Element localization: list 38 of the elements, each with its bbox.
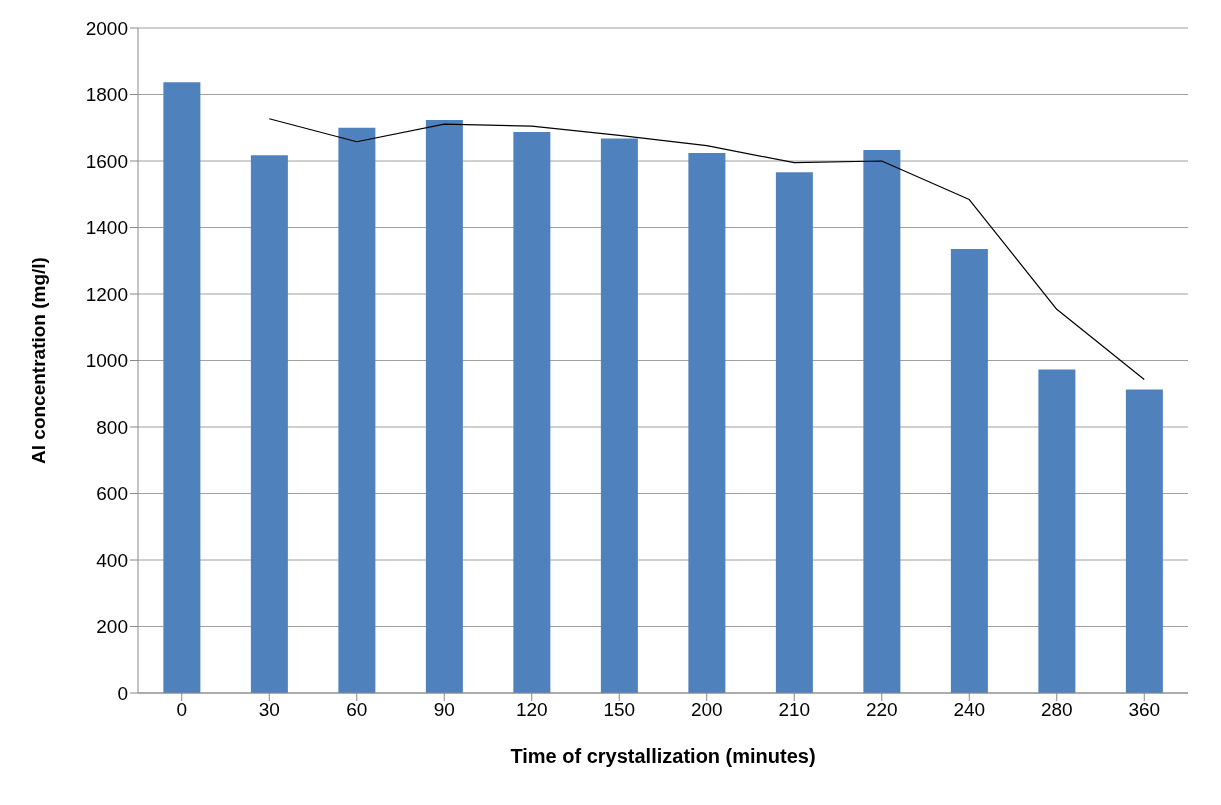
x-tick-label: 200 xyxy=(690,699,723,721)
bar xyxy=(775,172,813,693)
x-tick-label: 220 xyxy=(865,699,898,721)
bar xyxy=(950,249,988,693)
bar xyxy=(338,127,376,693)
x-tick-label: 60 xyxy=(346,699,368,721)
bar xyxy=(688,153,726,693)
x-tick-label: 0 xyxy=(176,699,188,721)
y-tick-label: 1400 xyxy=(85,217,128,239)
y-tick-label: 800 xyxy=(96,416,128,438)
x-tick-label: 120 xyxy=(515,699,548,721)
x-axis-title: Time of crystallization (minutes) xyxy=(510,745,816,767)
y-tick-label: 600 xyxy=(96,483,128,505)
bar xyxy=(425,120,463,693)
x-tick-label: 150 xyxy=(603,699,636,721)
y-tick-label: 1200 xyxy=(85,283,128,305)
bar xyxy=(600,138,638,693)
x-tick-label: 360 xyxy=(1128,699,1161,721)
x-tick-label: 90 xyxy=(433,699,455,721)
y-tick-label: 1600 xyxy=(85,150,128,172)
y-tick-label: 1800 xyxy=(85,84,128,106)
x-tick-label: 210 xyxy=(778,699,811,721)
y-tick-label: 200 xyxy=(96,616,128,638)
line-series xyxy=(268,118,1145,381)
bar xyxy=(250,155,288,693)
bar xyxy=(513,132,551,693)
y-tick-label: 2000 xyxy=(85,17,128,39)
bar xyxy=(863,150,901,693)
x-tick-label: 280 xyxy=(1040,699,1073,721)
x-tick-label: 30 xyxy=(258,699,280,721)
y-axis-title: Al concentration (mg/l) xyxy=(27,257,49,464)
y-tick-label: 0 xyxy=(117,682,128,704)
bar xyxy=(163,82,201,693)
x-tick-label: 240 xyxy=(953,699,986,721)
bar xyxy=(1125,389,1163,693)
y-tick-label: 400 xyxy=(96,549,128,571)
bar xyxy=(1038,369,1076,693)
y-tick-label: 1000 xyxy=(85,350,128,372)
